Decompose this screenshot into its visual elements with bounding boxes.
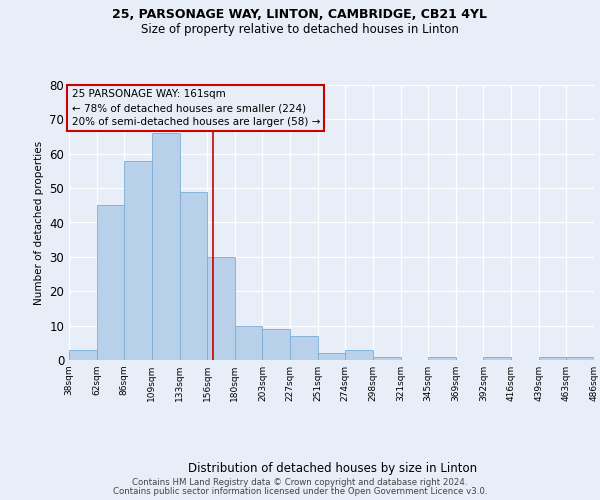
Bar — [235, 326, 262, 360]
Text: 25 PARSONAGE WAY: 161sqm
← 78% of detached houses are smaller (224)
20% of semi-: 25 PARSONAGE WAY: 161sqm ← 78% of detach… — [71, 89, 320, 127]
Bar — [124, 160, 152, 360]
Text: 25, PARSONAGE WAY, LINTON, CAMBRIDGE, CB21 4YL: 25, PARSONAGE WAY, LINTON, CAMBRIDGE, CB… — [113, 8, 487, 20]
Bar — [179, 192, 207, 360]
Bar — [207, 257, 235, 360]
Bar — [428, 356, 456, 360]
Bar — [69, 350, 97, 360]
Bar — [152, 133, 179, 360]
Bar — [317, 353, 346, 360]
Bar — [566, 356, 594, 360]
Bar — [262, 329, 290, 360]
Bar — [97, 206, 124, 360]
Bar — [290, 336, 317, 360]
Text: Contains public sector information licensed under the Open Government Licence v3: Contains public sector information licen… — [113, 487, 487, 496]
Bar — [346, 350, 373, 360]
Bar — [484, 356, 511, 360]
Y-axis label: Number of detached properties: Number of detached properties — [34, 140, 44, 304]
Bar — [539, 356, 566, 360]
Text: Size of property relative to detached houses in Linton: Size of property relative to detached ho… — [141, 22, 459, 36]
Text: Distribution of detached houses by size in Linton: Distribution of detached houses by size … — [188, 462, 478, 475]
Text: Contains HM Land Registry data © Crown copyright and database right 2024.: Contains HM Land Registry data © Crown c… — [132, 478, 468, 487]
Bar — [373, 356, 401, 360]
